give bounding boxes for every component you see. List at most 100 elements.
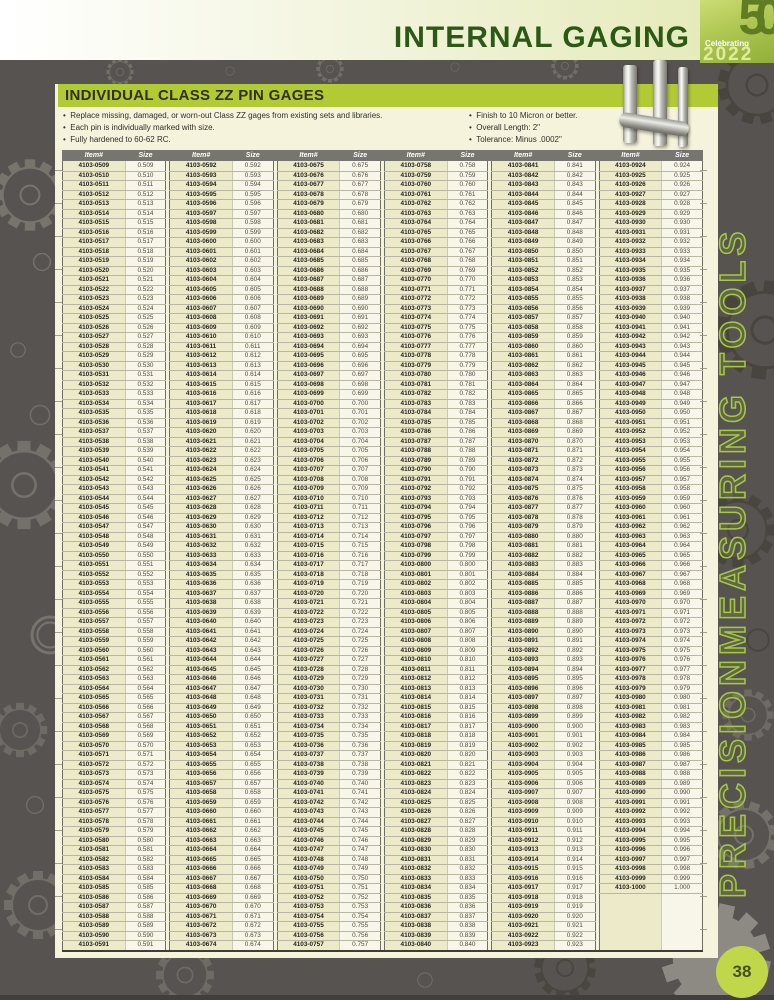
size-cell: 0.532 (125, 380, 167, 389)
table-row: 4103-0537 0.537 (62, 427, 167, 437)
item-cell: 4103-0526 (62, 323, 126, 332)
table-row: 4103-0529 0.529 (62, 351, 167, 361)
table-row: 4103-0912 0.912 (491, 835, 596, 845)
size-cell: 0.846 (554, 209, 596, 218)
item-cell: 4103-0668 (169, 884, 233, 893)
table-row: 4103-0682 0.682 (276, 227, 381, 237)
table-row: 4103-0632 0.632 (169, 541, 274, 551)
table-row: 4103-0931 0.931 (598, 227, 703, 237)
size-cell: 0.745 (340, 827, 381, 836)
item-cell: 4103-0662 (169, 827, 233, 836)
item-cell: 4103-0786 (383, 428, 448, 437)
item-cell: 4103-0562 (62, 665, 126, 674)
table-row: 4103-0628 0.628 (169, 503, 274, 513)
feature-bullets: Replace missing, damaged, or worn-out Cl… (63, 110, 714, 146)
item-cell: 4103-0802 (383, 580, 448, 589)
size-cell: 0.534 (125, 399, 167, 408)
size-cell: 0.581 (125, 846, 167, 855)
size-cell: 0.819 (447, 741, 489, 750)
table-row: 4103-0754 0.754 (276, 911, 381, 921)
table-row: 4103-0603 0.603 (169, 265, 274, 275)
table-row: 4103-0974 0.974 (598, 636, 703, 646)
item-cell: 4103-0773 (383, 304, 448, 313)
item-cell: 4103-0932 (598, 238, 663, 247)
size-cell: 0.671 (232, 912, 274, 921)
size-cell: 0.925 (662, 171, 703, 180)
table-row: 4103-0913 0.913 (491, 845, 596, 855)
table-row (598, 892, 703, 902)
table-row: 4103-0564 0.564 (62, 683, 167, 693)
size-cell: 0.517 (125, 238, 167, 247)
size-cell: 0.554 (125, 589, 167, 598)
item-cell: 4103-0905 (491, 770, 555, 779)
size-cell: 0.796 (447, 523, 489, 532)
size-cell: 0.653 (232, 741, 274, 750)
item-cell: 4103-0899 (491, 713, 555, 722)
size-cell: 0.626 (232, 485, 274, 494)
table-row: 4103-0848 0.848 (491, 227, 596, 237)
size-cell (662, 902, 703, 912)
table-row: 4103-0514 0.514 (62, 208, 167, 218)
size-cell: 0.967 (662, 570, 703, 579)
size-cell: 0.954 (662, 447, 703, 456)
size-cell: 0.771 (447, 285, 489, 294)
item-cell (598, 911, 663, 921)
table-row: 4103-0735 0.735 (276, 731, 381, 741)
size-cell: 0.759 (447, 171, 489, 180)
size-cell: 0.537 (125, 428, 167, 437)
item-cell: 4103-0945 (598, 361, 663, 370)
item-cell: 4103-0776 (383, 333, 448, 342)
table-row: 4103-0888 0.888 (491, 607, 596, 617)
item-cell (598, 921, 663, 931)
table-row: 4103-0737 0.737 (276, 750, 381, 760)
size-cell: 0.979 (662, 684, 703, 693)
size-cell: 0.980 (662, 694, 703, 703)
table-row: 4103-0652 0.652 (169, 731, 274, 741)
table-row: 4103-0538 0.538 (62, 436, 167, 446)
item-cell: 4103-0570 (62, 741, 126, 750)
size-cell: 0.798 (447, 542, 489, 551)
table-row: 4103-0967 0.967 (598, 569, 703, 579)
table-row: 4103-0926 0.926 (598, 180, 703, 190)
table-row: 4103-0776 0.776 (383, 332, 489, 342)
item-cell: 4103-0680 (276, 209, 341, 218)
table-row: 4103-0583 0.583 (62, 864, 167, 874)
table-row: 4103-0525 0.525 (62, 313, 167, 323)
item-cell: 4103-0964 (598, 542, 663, 551)
item-cell: 4103-0808 (383, 637, 448, 646)
table-row: 4103-0938 0.938 (598, 294, 703, 304)
size-cell: 0.738 (340, 760, 381, 769)
item-cell: 4103-0616 (169, 390, 233, 399)
size-cell: 0.561 (125, 656, 167, 665)
size-cell: 0.720 (340, 589, 381, 598)
item-cell: 4103-0699 (276, 390, 341, 399)
item-cell: 4103-0558 (62, 627, 126, 636)
size-cell: 0.985 (662, 741, 703, 750)
size-cell: 0.975 (662, 646, 703, 655)
item-cell: 4103-0970 (598, 599, 663, 608)
size-cell: 0.751 (340, 884, 381, 893)
table-row: 4103-0681 0.681 (276, 218, 381, 228)
size-cell: 0.722 (340, 608, 381, 617)
item-cell: 4103-0561 (62, 656, 126, 665)
item-cell: 4103-0998 (598, 865, 663, 874)
size-cell: 0.661 (232, 817, 274, 826)
item-cell: 4103-0757 (276, 941, 341, 950)
table-row: 4103-0885 0.885 (491, 579, 596, 589)
size-cell: 0.834 (447, 884, 489, 893)
page-number: 38 (732, 962, 752, 981)
item-cell: 4103-0544 (62, 494, 126, 503)
size-cell: 0.913 (554, 846, 596, 855)
size-column-header: Size (353, 152, 368, 159)
item-cell: 4103-0771 (383, 285, 448, 294)
table-row: 4103-0533 0.533 (62, 389, 167, 399)
item-cell: 4103-0713 (276, 523, 341, 532)
item-cell: 4103-0740 (276, 779, 341, 788)
size-column-header: Size (245, 152, 260, 159)
item-cell: 4103-0856 (491, 304, 555, 313)
item-cell: 4103-0659 (169, 798, 233, 807)
table-row: 4103-0839 0.839 (383, 930, 489, 940)
table-row: 4103-0772 0.772 (383, 294, 489, 304)
size-cell: 0.896 (554, 684, 596, 693)
item-cell: 4103-0958 (598, 485, 663, 494)
